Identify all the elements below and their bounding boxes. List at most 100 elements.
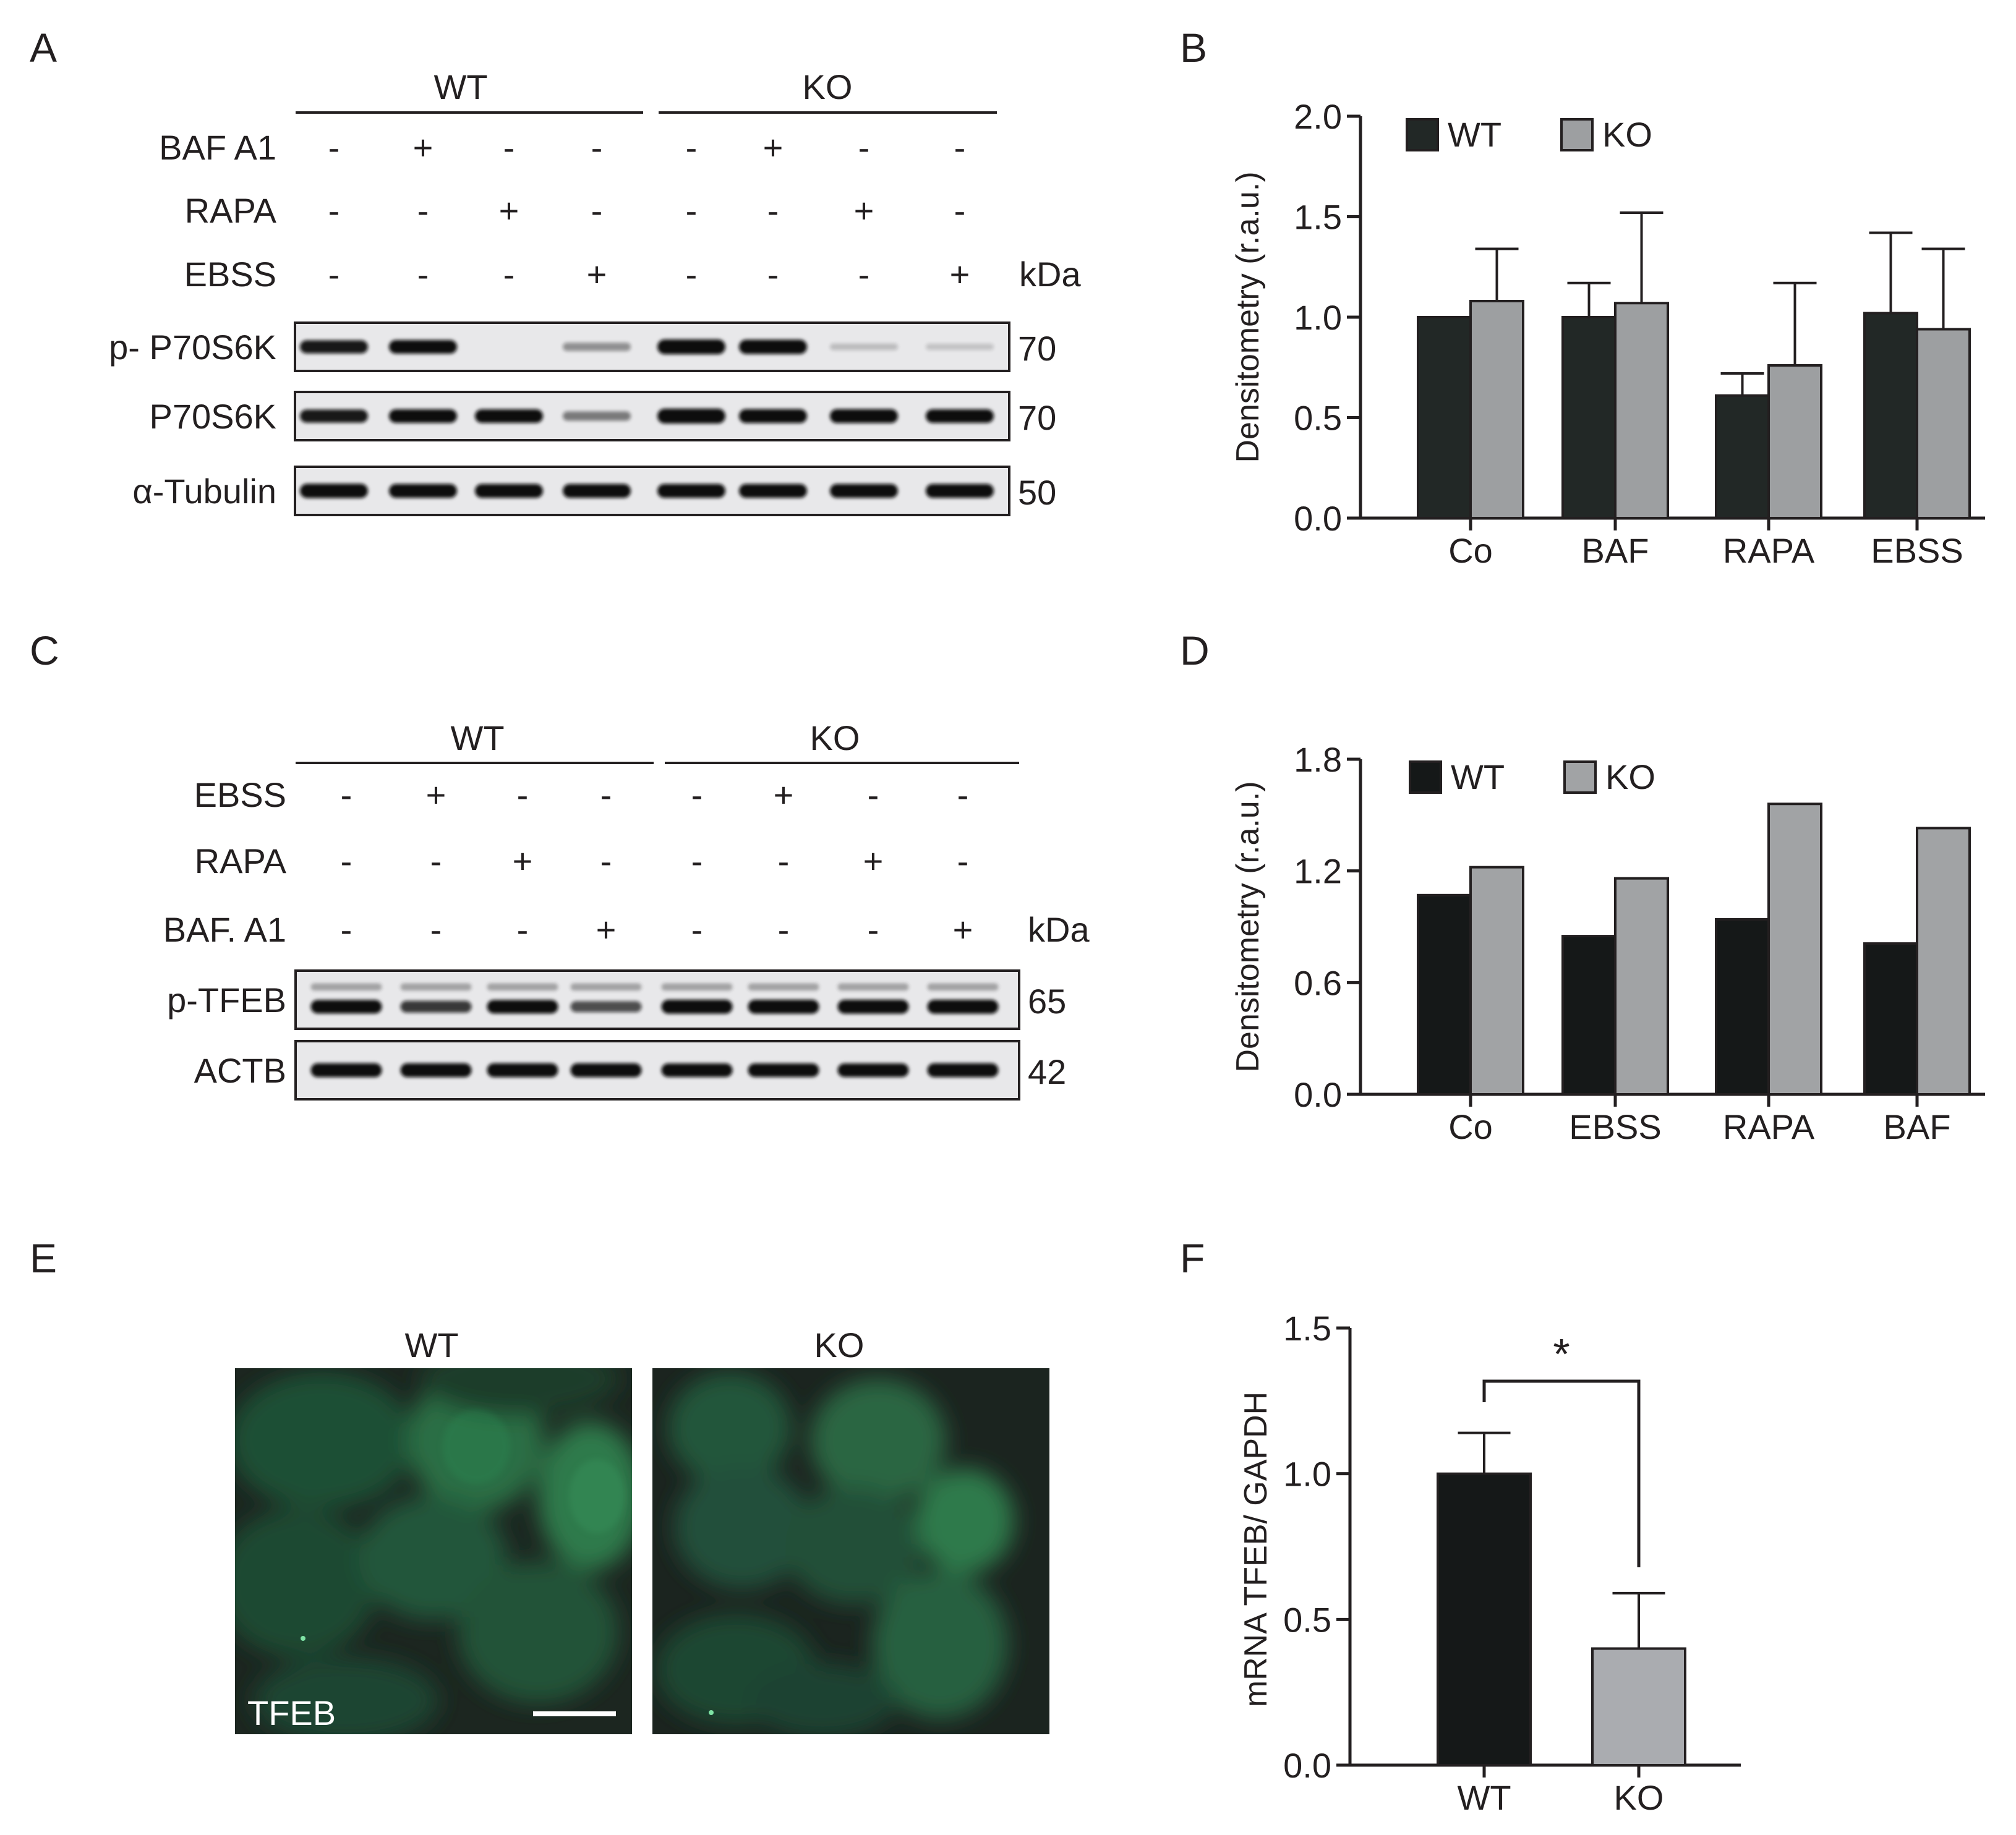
blot-strip xyxy=(294,969,1020,1030)
blot-band xyxy=(927,1063,999,1078)
treatment-sign: + xyxy=(596,910,617,949)
blot-band xyxy=(487,1063,558,1078)
micrograph-ko xyxy=(652,1368,1049,1734)
treatment-sign: - xyxy=(517,910,529,949)
blot-row-label: p- P70S6K xyxy=(109,328,276,367)
treatment-sign: - xyxy=(691,775,703,814)
legend-label: WT xyxy=(1448,115,1501,154)
blot-band xyxy=(563,483,631,498)
bar xyxy=(1863,942,1918,1096)
x-tick-label: WT xyxy=(1457,1778,1511,1817)
blot-band-upper xyxy=(310,983,382,991)
y-tick-label: 1.5 xyxy=(1294,198,1342,237)
treatment-sign: - xyxy=(691,841,703,880)
blot-band-upper xyxy=(487,983,558,991)
x-tick-label: RAPA xyxy=(1723,1107,1815,1146)
treatment-label: BAF. A1 xyxy=(163,910,286,949)
treatment-sign: + xyxy=(499,191,519,230)
group-label-wt: WT xyxy=(434,67,487,106)
bar xyxy=(1715,394,1770,519)
blot-band xyxy=(830,483,898,498)
blot-band-upper xyxy=(927,983,999,991)
micrograph-label-wt: WT xyxy=(404,1326,458,1365)
treatment-sign: - xyxy=(868,910,879,949)
stain-label: TFEB xyxy=(247,1693,336,1732)
treatment-sign: - xyxy=(686,255,698,294)
blot-band xyxy=(475,483,543,498)
treatment-sign: - xyxy=(341,910,352,949)
treatment-sign: - xyxy=(503,255,515,294)
x-tick-label: KO xyxy=(1614,1778,1664,1817)
treatment-sign: + xyxy=(587,255,607,294)
group-label-ko: KO xyxy=(810,718,860,757)
blot-band xyxy=(661,999,733,1014)
molecular-weight-label: 42 xyxy=(1028,1052,1066,1091)
blot-band xyxy=(389,340,457,354)
treatment-sign: - xyxy=(954,191,966,230)
treatment-sign: - xyxy=(591,128,603,167)
x-tick-label: EBSS xyxy=(1569,1107,1661,1146)
x-tick-label: Co xyxy=(1448,531,1493,570)
bar xyxy=(1469,300,1524,519)
panel-label-d: D xyxy=(1180,628,1210,673)
group-label-wt: WT xyxy=(450,718,504,757)
treatment-sign: - xyxy=(858,128,870,167)
blot-band xyxy=(739,483,807,498)
treatment-sign: - xyxy=(517,775,529,814)
blot-band xyxy=(657,409,725,424)
treatment-sign: - xyxy=(868,775,879,814)
y-tick-label: 0.0 xyxy=(1294,1075,1342,1114)
legend-swatch xyxy=(1563,760,1597,794)
x-tick-label: BAF xyxy=(1884,1107,1951,1146)
x-tick-label: RAPA xyxy=(1723,531,1815,570)
bar xyxy=(1916,328,1971,519)
treatment-sign: - xyxy=(328,191,340,230)
treatment-sign: - xyxy=(417,255,429,294)
bar xyxy=(1591,1647,1686,1766)
y-tick-label: 1.2 xyxy=(1294,852,1342,891)
y-axis-label: mRNA TFEB/ GAPDH xyxy=(1238,1392,1274,1707)
treatment-sign: + xyxy=(513,841,533,880)
micrograph-wt-cells xyxy=(235,1368,632,1734)
blot-band xyxy=(739,339,807,354)
y-tick-label: 0.0 xyxy=(1283,1746,1331,1785)
treatment-label: RAPA xyxy=(195,841,287,880)
blot-band xyxy=(830,343,898,351)
treatment-sign: - xyxy=(430,910,442,949)
blot-band xyxy=(310,1063,382,1078)
treatment-sign: + xyxy=(953,910,973,949)
blot-row-label: α-Tubulin xyxy=(132,472,276,511)
blot-band xyxy=(400,1000,472,1013)
treatment-sign: - xyxy=(341,841,352,880)
blot-band-upper xyxy=(661,983,733,991)
blot-band xyxy=(475,409,543,423)
panel-label-f: F xyxy=(1180,1235,1205,1281)
molecular-weight-label: 70 xyxy=(1018,329,1056,368)
micrograph-ko-cells xyxy=(656,1373,1014,1734)
blot-band xyxy=(389,409,457,423)
blot-band xyxy=(837,1063,909,1077)
blot-band-upper xyxy=(400,983,472,991)
treatment-label: BAF A1 xyxy=(159,128,276,167)
bar xyxy=(1561,316,1617,519)
molecular-weight-label: 50 xyxy=(1018,473,1056,512)
blot-band xyxy=(657,339,725,354)
bar xyxy=(1469,866,1524,1096)
y-axis-label: Densitometry (r.a.u.) xyxy=(1230,781,1266,1072)
panel-label-a: A xyxy=(30,25,57,70)
treatment-sign: - xyxy=(686,191,698,230)
micrograph-label-ko: KO xyxy=(814,1326,865,1365)
bar xyxy=(1561,935,1617,1096)
x-tick-label: EBSS xyxy=(1871,531,1963,570)
kda-unit-label: kDa xyxy=(1028,910,1090,949)
bar xyxy=(1863,312,1918,519)
legend-label: KO xyxy=(1602,115,1652,154)
legend-swatch xyxy=(1560,118,1594,151)
blot-band-upper xyxy=(837,983,909,991)
blot-band xyxy=(563,411,631,421)
blot-band xyxy=(926,343,994,351)
treatment-sign: + xyxy=(763,128,784,167)
blot-band xyxy=(570,1001,642,1013)
blot-band xyxy=(310,1000,382,1014)
